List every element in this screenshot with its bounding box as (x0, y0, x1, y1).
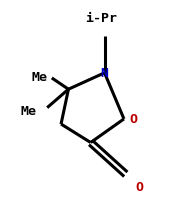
Text: O: O (136, 180, 144, 193)
Text: Me: Me (20, 105, 36, 118)
Text: Me: Me (31, 71, 47, 84)
Text: O: O (130, 113, 137, 126)
Text: N: N (100, 67, 109, 80)
Text: i-Pr: i-Pr (85, 12, 117, 24)
